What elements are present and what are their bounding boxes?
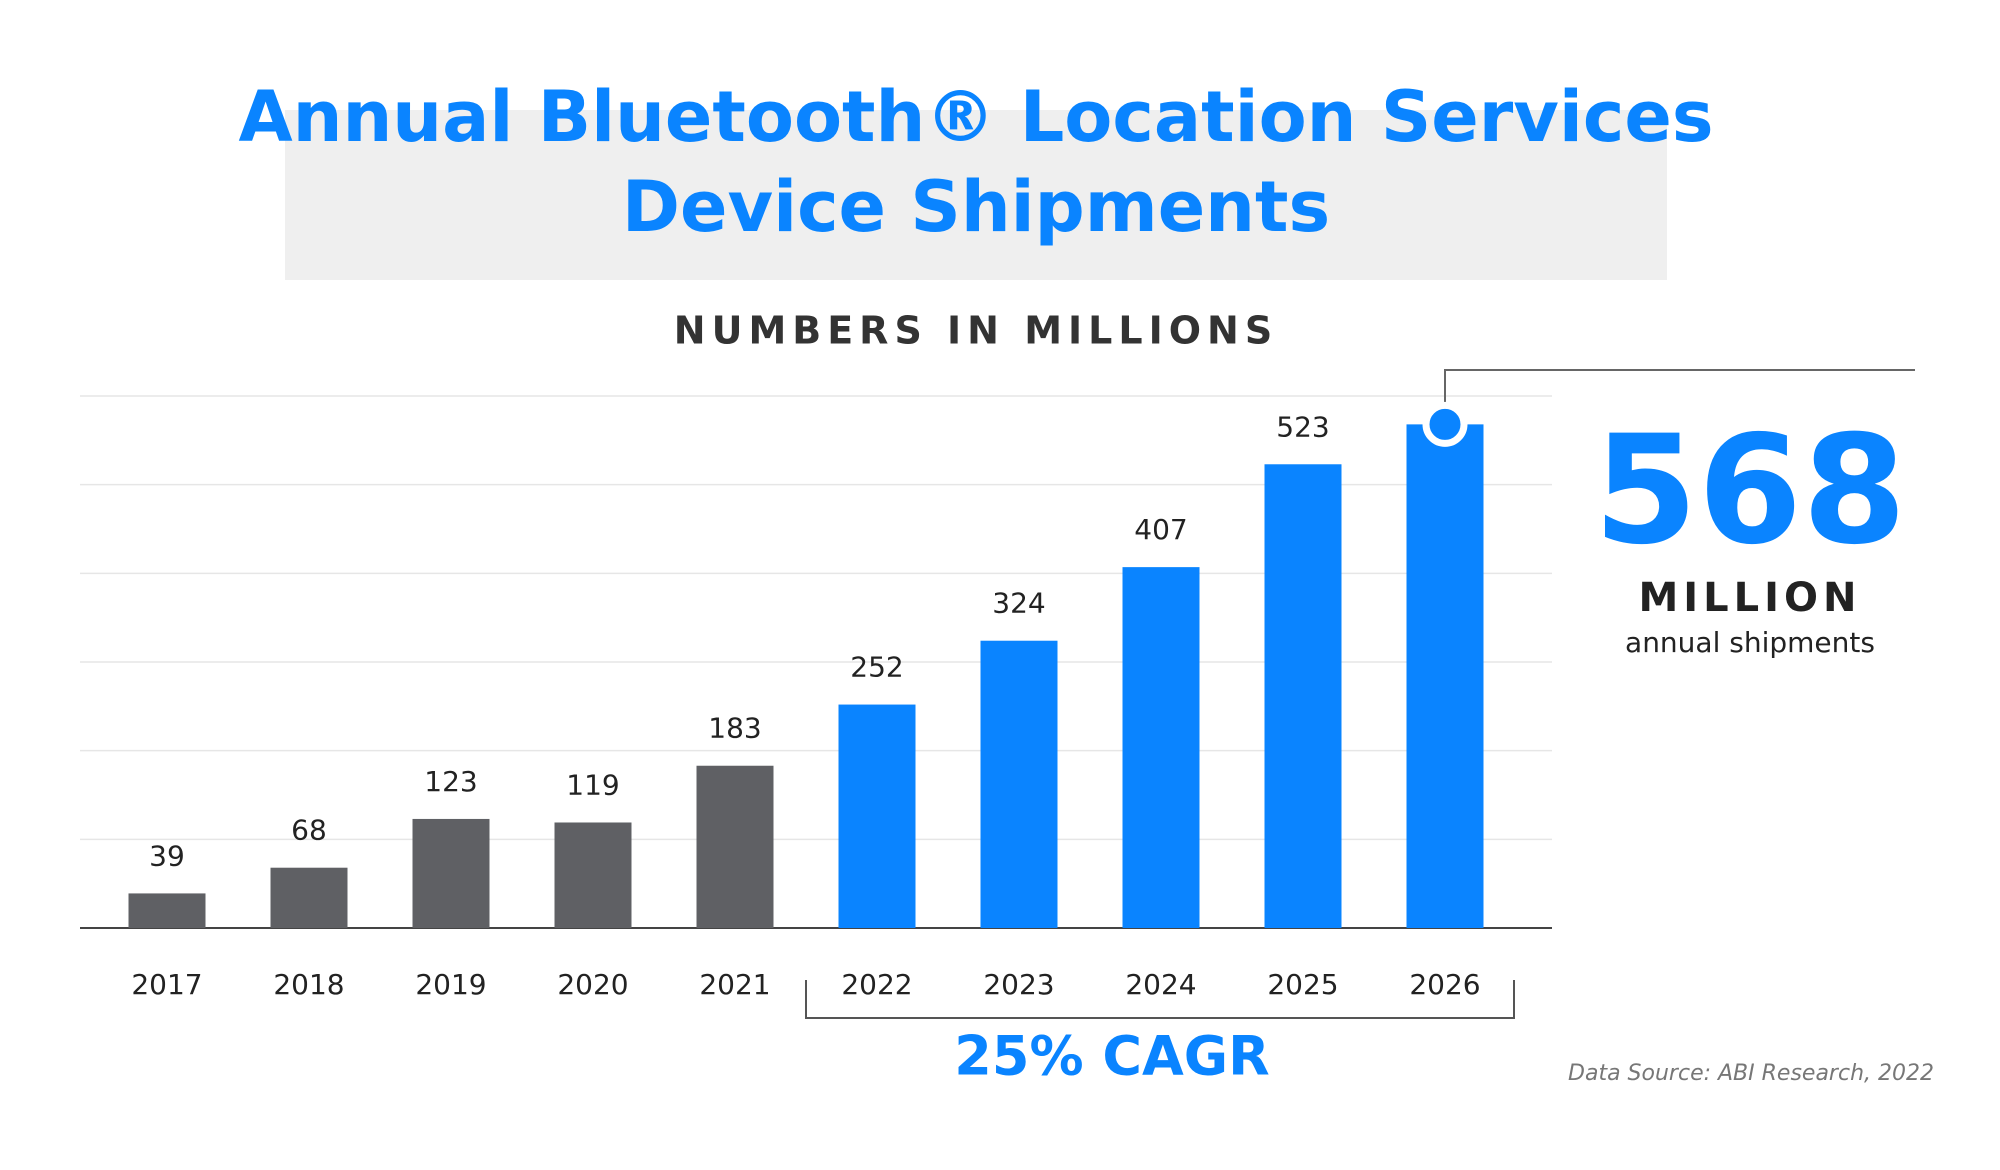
bar [980, 640, 1058, 928]
bar [554, 822, 632, 928]
bar [696, 765, 774, 928]
callout-unit: MILLION [1638, 575, 1861, 621]
data-label: 123 [424, 765, 477, 798]
x-tick-label: 2017 [131, 968, 202, 1001]
bar [412, 818, 490, 928]
data-label: 119 [566, 768, 619, 801]
data-label: 407 [1134, 513, 1187, 546]
data-label: 68 [291, 814, 327, 847]
chart-subtitle: NUMBERS IN MILLIONS [674, 309, 1278, 353]
chart-title: Device Shipments [622, 166, 1330, 248]
title-box [285, 110, 1667, 280]
x-tick-label: 2019 [415, 968, 486, 1001]
bar [1122, 567, 1200, 928]
data-label: 252 [850, 651, 903, 684]
x-tick-label: 2020 [557, 968, 628, 1001]
x-tick-label: 2023 [983, 968, 1054, 1001]
callout-marker [1422, 401, 1468, 447]
data-label: 39 [149, 839, 185, 872]
x-tick-label: 2021 [699, 968, 770, 1001]
bar [838, 704, 916, 928]
data-label: 183 [708, 712, 761, 745]
data-label: 324 [992, 587, 1045, 620]
bar [270, 867, 348, 928]
data-label: 523 [1276, 410, 1329, 443]
cagr-bracket [805, 980, 1515, 1019]
chart-title: Annual Bluetooth® Location Services [238, 76, 1713, 158]
bar [1264, 464, 1342, 928]
x-tick-label: 2018 [273, 968, 344, 1001]
data-source: Data Source: ABI Research, 2022 [1568, 1061, 1934, 1086]
x-tick-label: 2026 [1409, 968, 1480, 1001]
x-tick-label: 2022 [841, 968, 912, 1001]
x-tick-label: 2025 [1267, 968, 1338, 1001]
bar [128, 893, 206, 928]
bar [1406, 424, 1484, 928]
cagr-annotation: 25% CAGR [954, 1025, 1269, 1088]
x-tick-label: 2024 [1125, 968, 1196, 1001]
callout-value: 568 [1593, 404, 1906, 578]
callout-text: annual shipments [1625, 626, 1875, 659]
